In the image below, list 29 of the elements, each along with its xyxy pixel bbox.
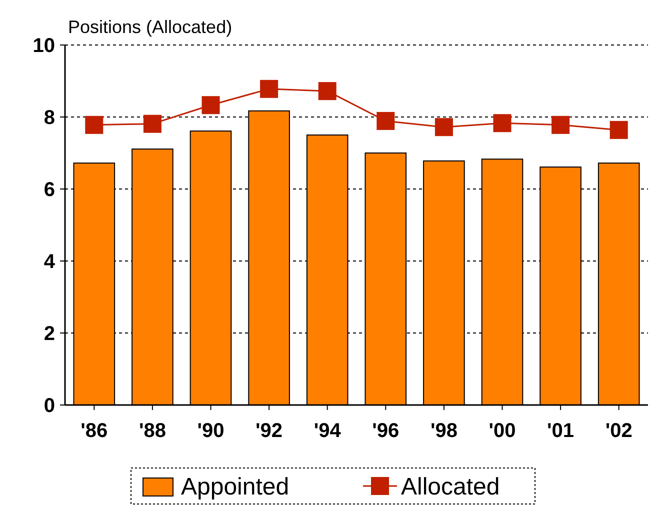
y-tick-label: 0: [44, 395, 55, 417]
point: [202, 96, 220, 114]
y-tick-label: 6: [44, 179, 55, 201]
x-tick-label: '92: [256, 420, 283, 442]
x-tick-label: '88: [138, 420, 166, 442]
point: [376, 112, 395, 130]
point: [143, 114, 162, 133]
y-axis-title: Positions (Allocated): [68, 17, 232, 37]
point: [434, 118, 453, 136]
x-tick-label: '00: [488, 420, 516, 442]
y-tick-label: 4: [44, 251, 56, 273]
y-tick-label: 2: [44, 323, 55, 345]
x-tick-label: '01: [547, 420, 574, 442]
x-tick-label: '90: [197, 420, 224, 442]
point: [493, 114, 512, 132]
point: [552, 116, 570, 134]
x-tick-label: '94: [314, 420, 342, 442]
y-tick-label: 10: [32, 35, 55, 57]
x-tick-label: '02: [605, 420, 632, 442]
legend-label: Allocated: [401, 473, 500, 500]
x-tick-label: '96: [372, 420, 400, 442]
point: [85, 116, 104, 134]
y-tick-label: 8: [44, 107, 55, 129]
point: [610, 120, 628, 139]
point: [260, 80, 278, 98]
x-tick-label: '86: [80, 420, 108, 442]
x-tick-label: '98: [430, 420, 458, 442]
legend-label: Appointed: [181, 473, 290, 500]
point: [318, 82, 336, 100]
